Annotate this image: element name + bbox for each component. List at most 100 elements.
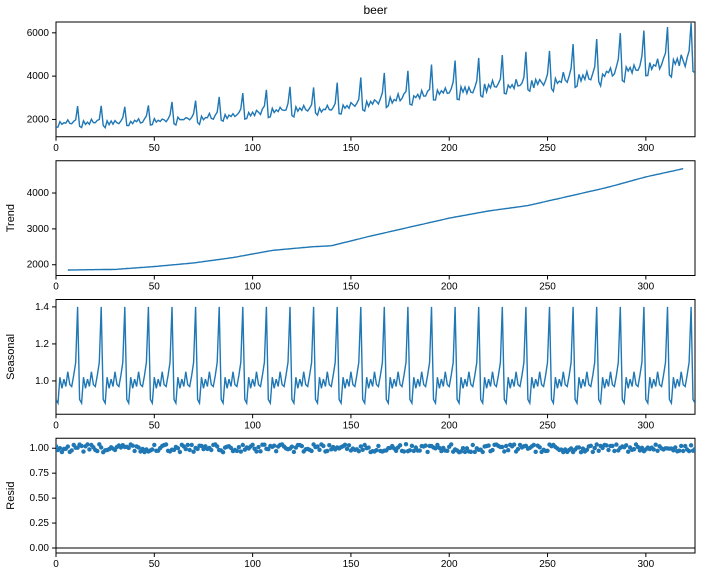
ylabel-trend: Trend: [5, 204, 17, 232]
resid-point: [449, 442, 453, 446]
resid-point: [292, 450, 296, 454]
resid-point: [150, 447, 154, 451]
resid-point: [532, 443, 536, 447]
resid-point: [361, 448, 365, 452]
resid-point: [300, 444, 304, 448]
resid-point: [398, 443, 402, 447]
resid-point: [239, 449, 243, 453]
resid-point: [469, 450, 473, 454]
resid-point: [309, 449, 313, 453]
xtick-label: 250: [539, 420, 556, 431]
xtick-label: 50: [149, 282, 161, 293]
xtick-label: 200: [441, 559, 458, 568]
resid-point: [87, 447, 91, 451]
resid-point: [343, 443, 347, 447]
resid-point: [506, 448, 510, 452]
xtick-label: 150: [343, 420, 360, 431]
xtick-label: 0: [53, 282, 59, 293]
ytick-label: 6000: [27, 28, 50, 39]
ylabel-resid: Resid: [5, 482, 17, 510]
resid-point: [624, 443, 628, 447]
xtick-label: 250: [539, 143, 556, 154]
ytick-label: 1.4: [35, 302, 49, 313]
ytick-label: 0.50: [30, 493, 50, 504]
resid-point: [606, 448, 610, 452]
resid-point: [626, 450, 630, 454]
resid-point: [604, 443, 608, 447]
resid-point: [481, 450, 485, 454]
resid-point: [545, 449, 549, 453]
resid-point: [652, 447, 656, 451]
resid-point: [235, 449, 239, 453]
resid-point: [184, 447, 188, 451]
panel-border-trend: [56, 161, 695, 276]
xtick-label: 250: [539, 282, 556, 293]
resid-point: [402, 449, 406, 453]
resid-point: [347, 443, 351, 447]
resid-point: [445, 449, 449, 453]
resid-point: [131, 444, 135, 448]
resid-point: [325, 449, 329, 453]
ytick-label: 1.00: [30, 443, 50, 454]
xtick-label: 0: [53, 143, 59, 154]
resid-point: [290, 445, 294, 449]
resid-point: [190, 443, 194, 447]
resid-point: [512, 442, 516, 446]
resid-point: [404, 442, 408, 446]
resid-point: [632, 447, 636, 451]
resid-point: [164, 442, 168, 446]
series-seasonal: [56, 307, 695, 403]
resid-point: [687, 449, 691, 453]
series-observed: [56, 23, 695, 128]
resid-point: [376, 444, 380, 448]
resid-point: [516, 447, 520, 451]
xtick-label: 200: [441, 143, 458, 154]
resid-point: [569, 446, 573, 450]
resid-point: [95, 449, 99, 453]
resid-point: [241, 443, 245, 447]
xtick-label: 250: [539, 559, 556, 568]
ytick-label: 0.00: [30, 543, 50, 554]
resid-point: [689, 443, 693, 447]
xtick-label: 300: [638, 143, 655, 154]
xtick-label: 0: [53, 559, 59, 568]
resid-point: [136, 445, 140, 449]
xtick-label: 150: [343, 143, 360, 154]
ytick-label: 0.75: [30, 468, 50, 479]
xtick-label: 50: [149, 143, 161, 154]
resid-point: [374, 448, 378, 452]
resid-point: [655, 449, 659, 453]
resid-point: [221, 450, 225, 454]
resid-point: [256, 445, 260, 449]
resid-point: [577, 445, 581, 449]
resid-point: [262, 443, 266, 447]
series-resid: [54, 442, 697, 454]
resid-point: [486, 443, 490, 447]
ytick-label: 1.2: [35, 339, 49, 350]
resid-point: [418, 448, 422, 452]
resid-point: [272, 444, 276, 448]
resid-point: [490, 448, 494, 452]
xtick-label: 300: [638, 420, 655, 431]
resid-point: [610, 444, 614, 448]
resid-point: [81, 449, 85, 453]
xtick-label: 100: [244, 559, 261, 568]
resid-point: [215, 444, 219, 448]
resid-point: [504, 444, 508, 448]
ytick-label: 2000: [27, 260, 50, 271]
resid-point: [58, 446, 62, 450]
xtick-label: 50: [149, 420, 161, 431]
resid-point: [250, 443, 254, 447]
resid-point: [673, 445, 677, 449]
resid-point: [677, 449, 681, 453]
chart-svg: beer200040006000050100150200250300200030…: [0, 0, 712, 568]
resid-point: [681, 449, 685, 453]
resid-point: [66, 444, 70, 448]
resid-point: [99, 445, 103, 449]
xtick-label: 50: [149, 559, 161, 568]
resid-point: [538, 445, 542, 449]
resid-point: [258, 449, 262, 453]
resid-point: [70, 448, 74, 452]
resid-point: [366, 445, 370, 449]
ytick-label: 4000: [27, 71, 50, 82]
